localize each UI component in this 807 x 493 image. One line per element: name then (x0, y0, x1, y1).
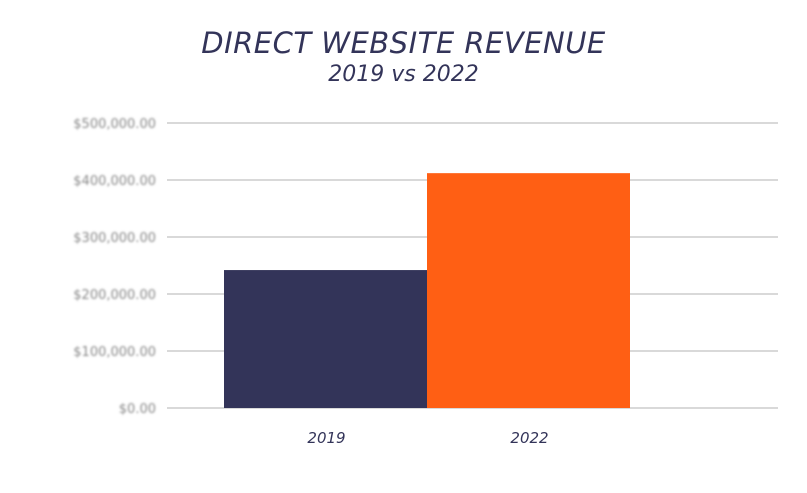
x-tick-label: 2022 (510, 429, 548, 447)
y-tick-label: $200,000.00 (73, 288, 156, 303)
y-tick-label: $100,000.00 (73, 345, 156, 360)
bars (224, 173, 630, 408)
chart-subtitle: 2019 vs 2022 (328, 62, 479, 87)
chart-title: DIRECT WEBSITE REVENUE (201, 26, 606, 60)
x-axis-ticks: 2019 2022 (307, 429, 548, 447)
bar-2019 (224, 270, 427, 408)
bar-2022 (427, 173, 630, 408)
y-tick-label: $400,000.00 (73, 174, 156, 189)
y-tick-label: $300,000.00 (73, 231, 156, 246)
x-tick-label: 2019 (307, 429, 345, 447)
y-tick-label: $0.00 (119, 402, 156, 417)
y-tick-label: $500,000.00 (73, 117, 156, 132)
y-axis-ticks: $0.00 $100,000.00 $200,000.00 $300,000.00 $4… (73, 117, 156, 417)
